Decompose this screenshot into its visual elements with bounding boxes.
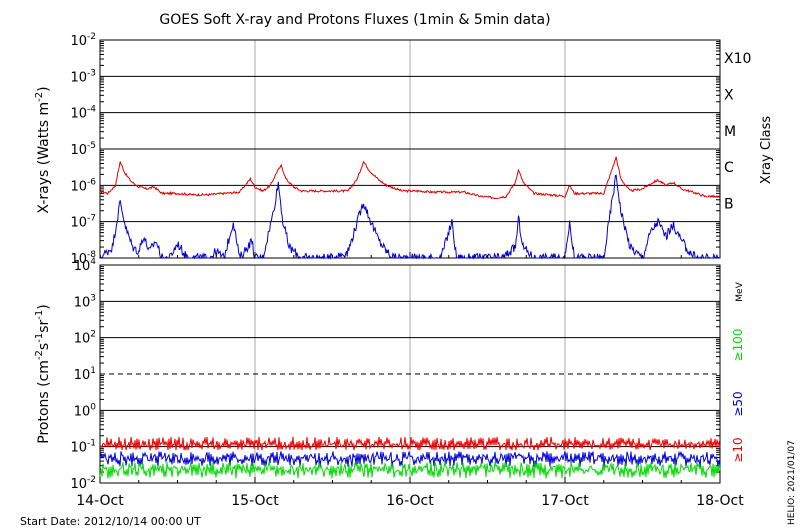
xray-axis-label: X-rays (Watts m-2) (34, 86, 52, 213)
xray-class-label: M (724, 124, 736, 140)
y-tick-label: 10-2 (70, 32, 96, 49)
y-tick-label: 10-1 (70, 439, 96, 456)
start-date-label: Start Date: 2012/10/14 00:00 UT (20, 515, 201, 528)
y-tick-label: 103 (74, 293, 96, 310)
xray-class-label: C (724, 160, 734, 176)
proton-legend-label: ≥100 (731, 329, 745, 362)
xray-panel: 10-8 10-7 10-6 10-5 10-4 10-3 10-2 B C M X X10 Xray … (34, 32, 774, 267)
y-tick-label: 10-2 (70, 475, 96, 492)
xray-series-line (99, 156, 721, 200)
proton-unit-label: MeV (735, 281, 745, 301)
x-tick-label: 14-Oct (76, 493, 124, 509)
y-tick-label: 101 (74, 366, 96, 383)
xray-class-label: X (724, 88, 734, 104)
y-tick-label: 10-5 (70, 141, 96, 158)
y-tick-label: 10-8 (70, 250, 96, 267)
credit-label: HELIO: 2021/01/07 (787, 440, 797, 525)
y-tick-label: 10-6 (70, 177, 96, 194)
proton-series-line (99, 460, 721, 479)
y-tick-label: 10-7 (70, 214, 96, 231)
xray-class-label: B (724, 197, 734, 213)
y-tick-label: 10-4 (70, 105, 96, 122)
xray-class-label: X10 (724, 51, 751, 67)
x-tick-label: 16-Oct (386, 493, 434, 509)
x-tick-label: 15-Oct (231, 493, 279, 509)
proton-series-line (99, 436, 721, 451)
proton-axis-label: Protons (cm-2s-1sr-1) (34, 304, 52, 443)
y-tick-label: 10-3 (70, 68, 96, 85)
y-tick-label: 102 (74, 330, 96, 347)
proton-legend-label: ≥10 (731, 437, 745, 462)
proton-panel: 10-2 10-1 100 101 102 103 104 ≥10 ≥50 ≥100 MeV Prot… (34, 257, 745, 492)
x-axis: 14-Oct 15-Oct 16-Oct 17-Oct 18-Oct (76, 252, 744, 509)
x-tick-label: 17-Oct (541, 493, 589, 509)
x-tick-label: 18-Oct (696, 493, 744, 509)
chart-title: GOES Soft X-ray and Protons Fluxes (1min… (159, 12, 550, 28)
proton-series-line (99, 450, 721, 468)
y-tick-label: 100 (74, 402, 97, 419)
xray-class-axis-label: Xray Class (759, 116, 774, 184)
proton-legend-label: ≥50 (731, 391, 745, 416)
y-tick-label: 104 (74, 257, 97, 274)
